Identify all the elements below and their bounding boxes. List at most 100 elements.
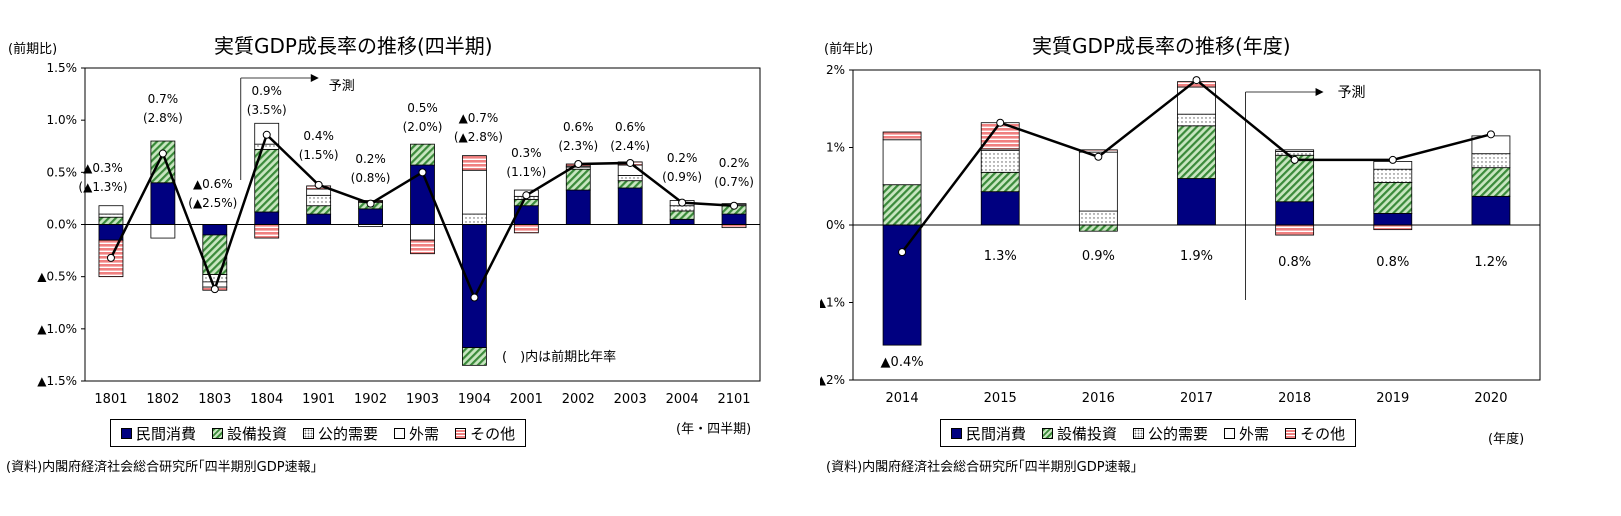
swatch-public-demand bbox=[303, 427, 315, 439]
swatch-external-demand bbox=[394, 427, 406, 439]
value-label: 0.9% bbox=[251, 84, 282, 98]
growth-point bbox=[314, 180, 323, 189]
growth-point bbox=[1486, 130, 1495, 139]
bar-capital-investment bbox=[1177, 125, 1216, 179]
bar-public-demand bbox=[1373, 168, 1413, 183]
legend-label: 外需 bbox=[409, 424, 440, 443]
x-tick-label: 2019 bbox=[1376, 391, 1409, 406]
bar-private-consumption bbox=[669, 218, 695, 225]
bar-private-consumption bbox=[513, 205, 539, 225]
value-label: ▲0.6% bbox=[193, 177, 233, 191]
x-tick-label: 2018 bbox=[1278, 391, 1311, 406]
bar-other bbox=[1373, 224, 1413, 231]
bar-external-demand bbox=[1275, 149, 1315, 152]
bar-public-demand bbox=[617, 175, 643, 182]
value-label: 0.2% bbox=[719, 156, 750, 170]
legend-item-external-demand: 外需 bbox=[394, 423, 439, 444]
bar-other bbox=[1275, 224, 1315, 236]
bar-external-demand bbox=[150, 224, 176, 239]
growth-point bbox=[210, 285, 219, 294]
forecast-arrowhead bbox=[310, 74, 319, 82]
bar-capital-investment bbox=[669, 210, 695, 220]
x-axis-unit: (年度) bbox=[1488, 432, 1525, 447]
growth-point bbox=[1388, 155, 1397, 164]
annualized-label: (▲1.3%) bbox=[78, 180, 127, 194]
value-label: 1.2% bbox=[1474, 255, 1507, 270]
annualized-label: (▲2.5%) bbox=[188, 196, 237, 210]
growth-point bbox=[1290, 155, 1299, 164]
bar-public-demand bbox=[254, 143, 280, 150]
bar-private-consumption bbox=[306, 213, 332, 225]
growth-point bbox=[1094, 152, 1103, 161]
legend-label: その他 bbox=[1300, 424, 1346, 443]
x-tick-label: 1801 bbox=[94, 392, 127, 407]
legend-item-public-demand: 公的需要 bbox=[303, 423, 378, 444]
annualized-label: (3.5%) bbox=[247, 103, 287, 117]
x-tick-label: 1904 bbox=[458, 392, 491, 407]
value-label: 0.8% bbox=[1278, 255, 1311, 270]
x-axis-unit: (年・四半期) bbox=[676, 422, 752, 437]
bar-private-consumption bbox=[358, 208, 383, 225]
bar-external-demand bbox=[462, 169, 487, 215]
annualized-label: (0.7%) bbox=[714, 175, 754, 189]
y-tick-label: ▲0.5% bbox=[37, 270, 77, 284]
growth-point bbox=[996, 118, 1005, 127]
value-label: 0.4% bbox=[303, 129, 334, 143]
growth-point bbox=[626, 158, 635, 167]
y-tick-label: 1% bbox=[826, 141, 845, 155]
bar-capital-investment bbox=[1471, 167, 1511, 197]
y-tick-label: 1.5% bbox=[47, 61, 78, 75]
bar-external-demand bbox=[1078, 151, 1118, 212]
growth-point bbox=[470, 293, 479, 302]
value-label: 0.2% bbox=[667, 151, 698, 165]
x-tick-label: 2017 bbox=[1180, 391, 1213, 406]
x-tick-label: 1901 bbox=[302, 392, 335, 407]
y-tick-label: 2% bbox=[826, 63, 845, 77]
bar-capital-investment bbox=[306, 205, 332, 215]
x-tick-label: 1804 bbox=[250, 392, 283, 407]
growth-point bbox=[574, 159, 583, 168]
swatch-external-demand bbox=[1224, 427, 1236, 439]
bar-external-demand bbox=[410, 224, 435, 241]
swatch-public-demand bbox=[1133, 427, 1145, 439]
bar-capital-investment bbox=[1373, 181, 1413, 214]
annual-chart: 2% 1% 0% ▲1% ▲2% 2014 2015 2016 2017 2018 2019 2020… bbox=[820, 63, 1541, 406]
y-tick-label: 0.0% bbox=[47, 218, 78, 232]
chart-title: 実質GDP成長率の推移(四半期) bbox=[214, 34, 493, 58]
source-note: (資料)内閣府経済社会総合研究所｢四半期別GDP速報｣ bbox=[826, 460, 1138, 475]
swatch-private-consumption bbox=[951, 427, 962, 439]
annualized-label: (2.8%) bbox=[143, 111, 183, 125]
growth-point bbox=[678, 198, 687, 207]
value-label: 0.3% bbox=[511, 146, 542, 160]
growth-point bbox=[158, 149, 167, 158]
value-label: 1.9% bbox=[1180, 249, 1213, 264]
bar-public-demand bbox=[1275, 150, 1315, 156]
growth-point bbox=[730, 201, 739, 210]
legend-label: 外需 bbox=[1239, 424, 1270, 443]
x-tick-label: 1902 bbox=[354, 392, 387, 407]
value-label: 0.7% bbox=[148, 92, 179, 106]
bar-public-demand bbox=[980, 150, 1020, 173]
growth-point bbox=[366, 199, 375, 208]
value-label: ▲0.3% bbox=[83, 161, 123, 175]
legend-item-other: その他 bbox=[455, 423, 515, 444]
bar-public-demand bbox=[462, 213, 487, 225]
annualized-label: (1.1%) bbox=[506, 165, 546, 179]
legend-item-external-demand: 外需 bbox=[1224, 423, 1269, 444]
bar-external-demand bbox=[98, 205, 124, 215]
swatch-other bbox=[455, 427, 467, 439]
bar-private-consumption bbox=[254, 211, 280, 225]
legend-item-private-consumption: 民間消費 bbox=[121, 423, 196, 444]
bar-capital-investment bbox=[617, 180, 643, 189]
value-label: 0.9% bbox=[1082, 249, 1115, 264]
bar-private-consumption bbox=[98, 224, 124, 241]
growth-point bbox=[262, 130, 271, 139]
y-tick-label: 0% bbox=[826, 218, 845, 232]
quarterly-chart-panel: 実質GDP成長率の推移(四半期) (前期比) 1.5% 1.0% 0.5% 0.0% ▲… bbox=[0, 0, 800, 516]
legend-label: 設備投資 bbox=[1057, 424, 1118, 443]
bar-private-consumption bbox=[882, 224, 922, 346]
bar-public-demand bbox=[306, 194, 332, 207]
growth-point bbox=[898, 248, 907, 257]
annualized-label: (2.0%) bbox=[403, 120, 443, 134]
bar-private-consumption bbox=[202, 224, 228, 236]
